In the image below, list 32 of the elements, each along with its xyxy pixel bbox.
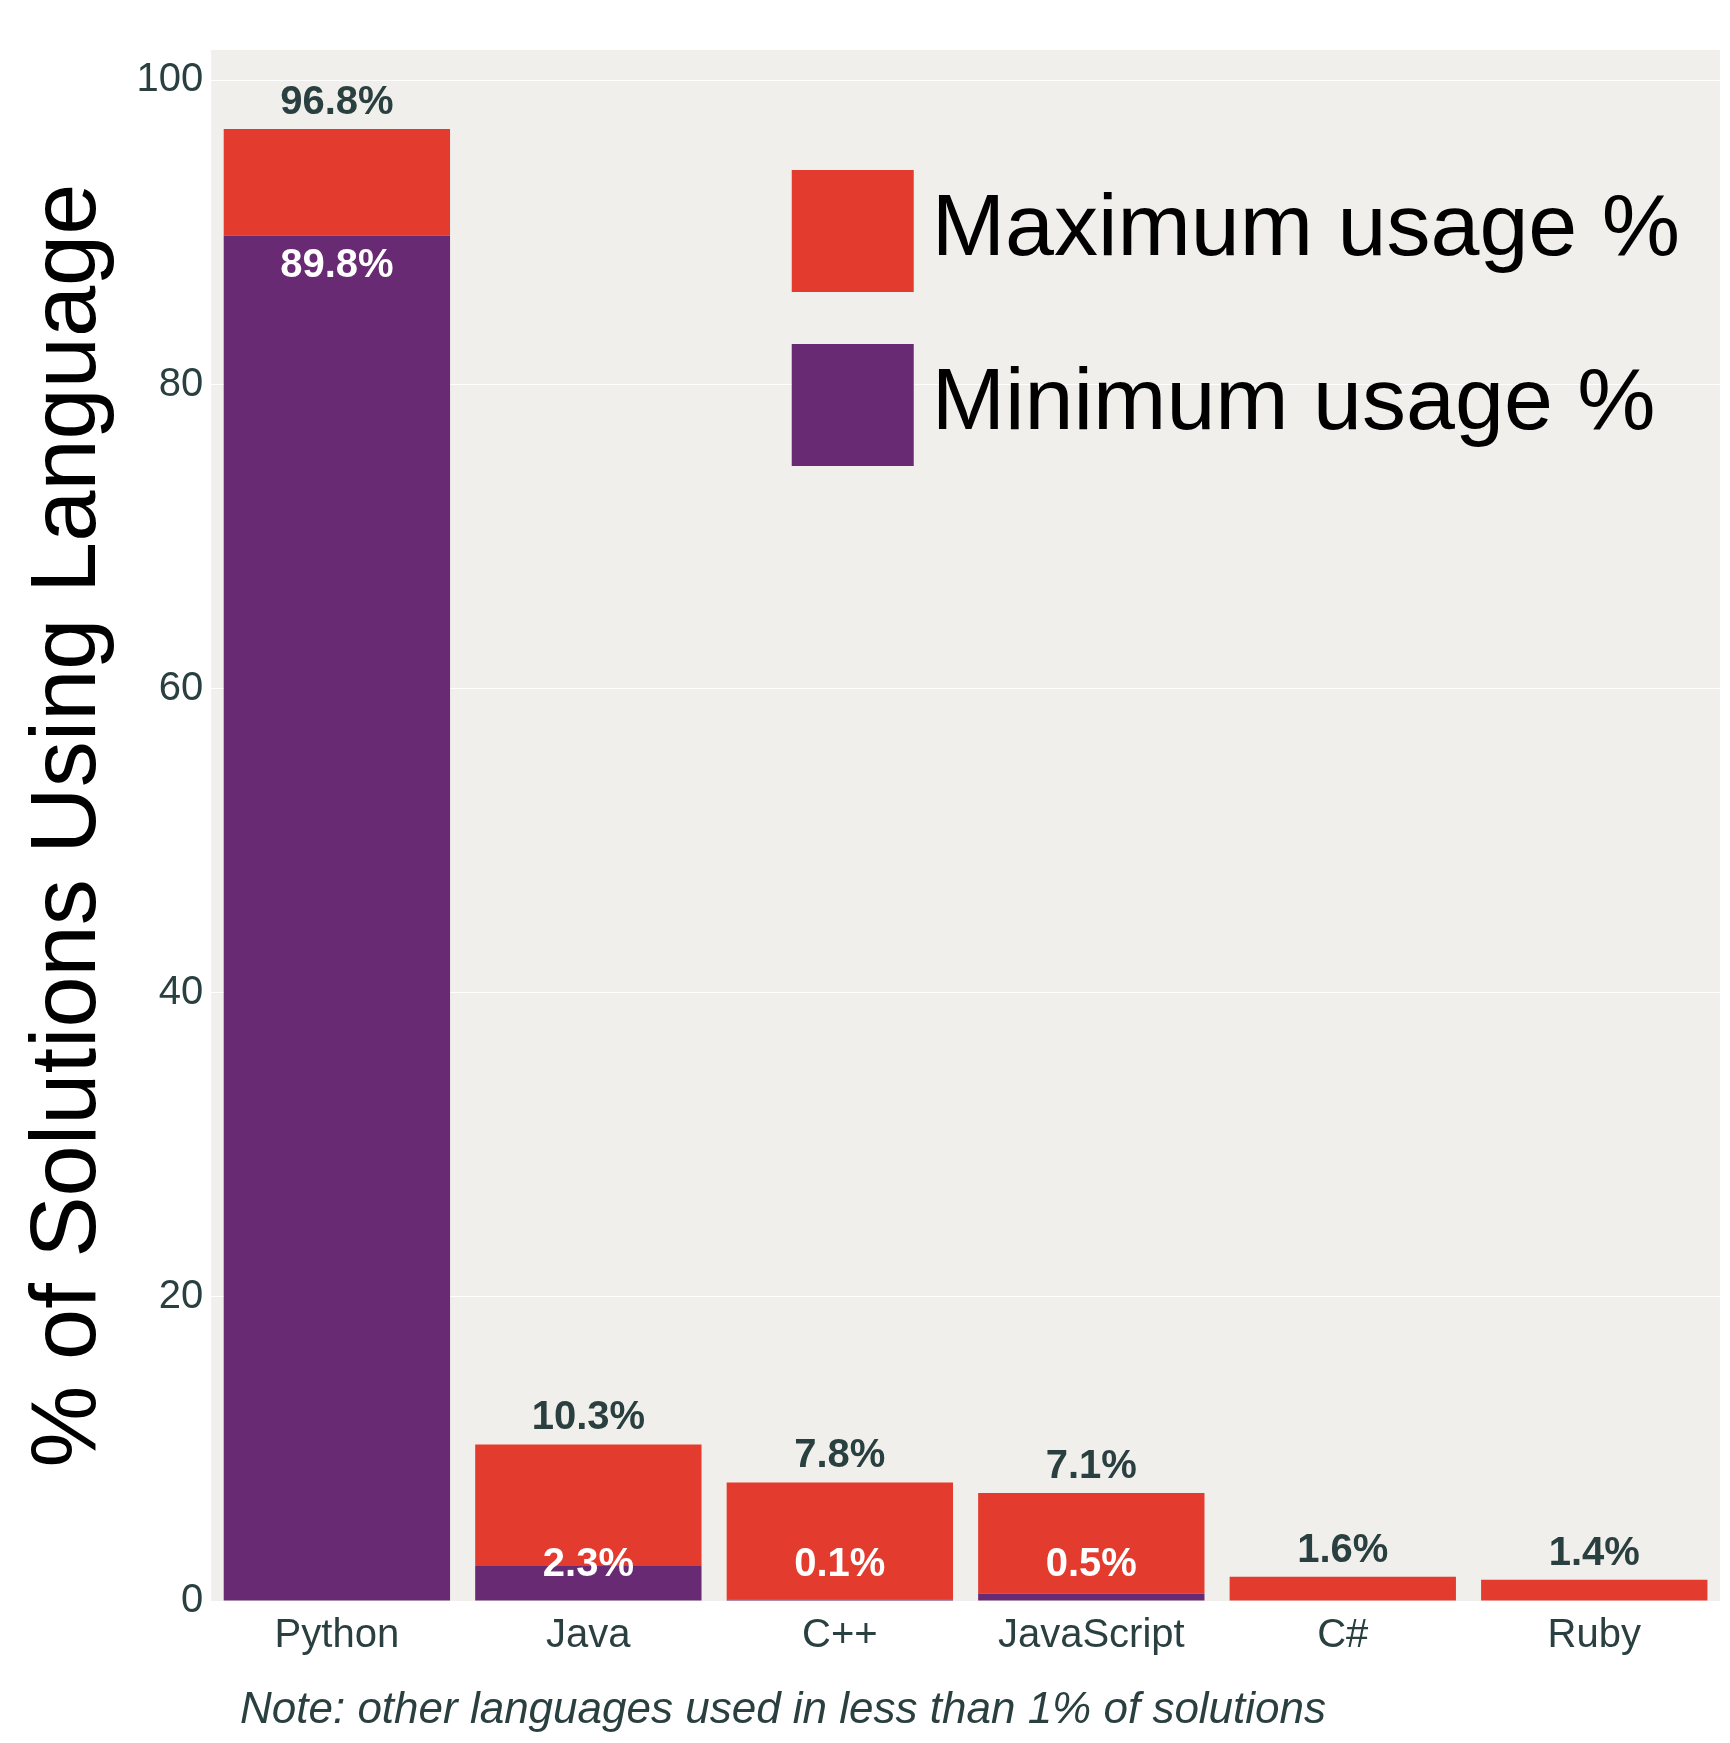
- y-tick-label: 40: [158, 967, 204, 1012]
- total-label: 7.1%: [1045, 1442, 1137, 1487]
- bar: [1481, 1579, 1708, 1601]
- total-label: 10.3%: [531, 1393, 646, 1438]
- bar: [726, 1482, 953, 1600]
- bar: [978, 1593, 1205, 1601]
- total-label: 1.6%: [1297, 1525, 1389, 1570]
- legend-label: Minimum usage %: [931, 349, 1656, 449]
- x-tick-label: C++: [802, 1611, 878, 1656]
- y-tick-label: 60: [158, 663, 204, 708]
- total-label: 7.8%: [794, 1431, 886, 1476]
- data-label: 89.8%: [280, 240, 394, 285]
- bar: [1229, 1576, 1456, 1601]
- x-tick-label: C#: [1317, 1611, 1370, 1656]
- total-label: 96.8%: [280, 78, 394, 123]
- y-tick-label: 0: [180, 1576, 204, 1621]
- data-label: 0.5%: [1045, 1540, 1137, 1585]
- total-label: 1.4%: [1548, 1528, 1640, 1573]
- y-axis-title: % of Solutions Using Language: [11, 183, 114, 1468]
- x-tick-label: JavaScript: [997, 1611, 1185, 1656]
- x-tick-label: Python: [274, 1611, 400, 1656]
- x-tick-label: Java: [546, 1611, 632, 1656]
- text: Note: other languages used in less than 1% of solutions: [240, 1683, 1327, 1733]
- x-tick-label: Ruby: [1547, 1611, 1641, 1656]
- y-tick-label: 100: [136, 55, 204, 100]
- bar: [223, 235, 451, 1601]
- data-label: 0.1%: [794, 1540, 886, 1585]
- bar: [223, 129, 451, 236]
- y-tick-label: 20: [158, 1271, 204, 1316]
- bar: [978, 1493, 1205, 1594]
- y-tick-label: 80: [158, 359, 204, 404]
- legend-label: Maximum usage %: [931, 175, 1681, 275]
